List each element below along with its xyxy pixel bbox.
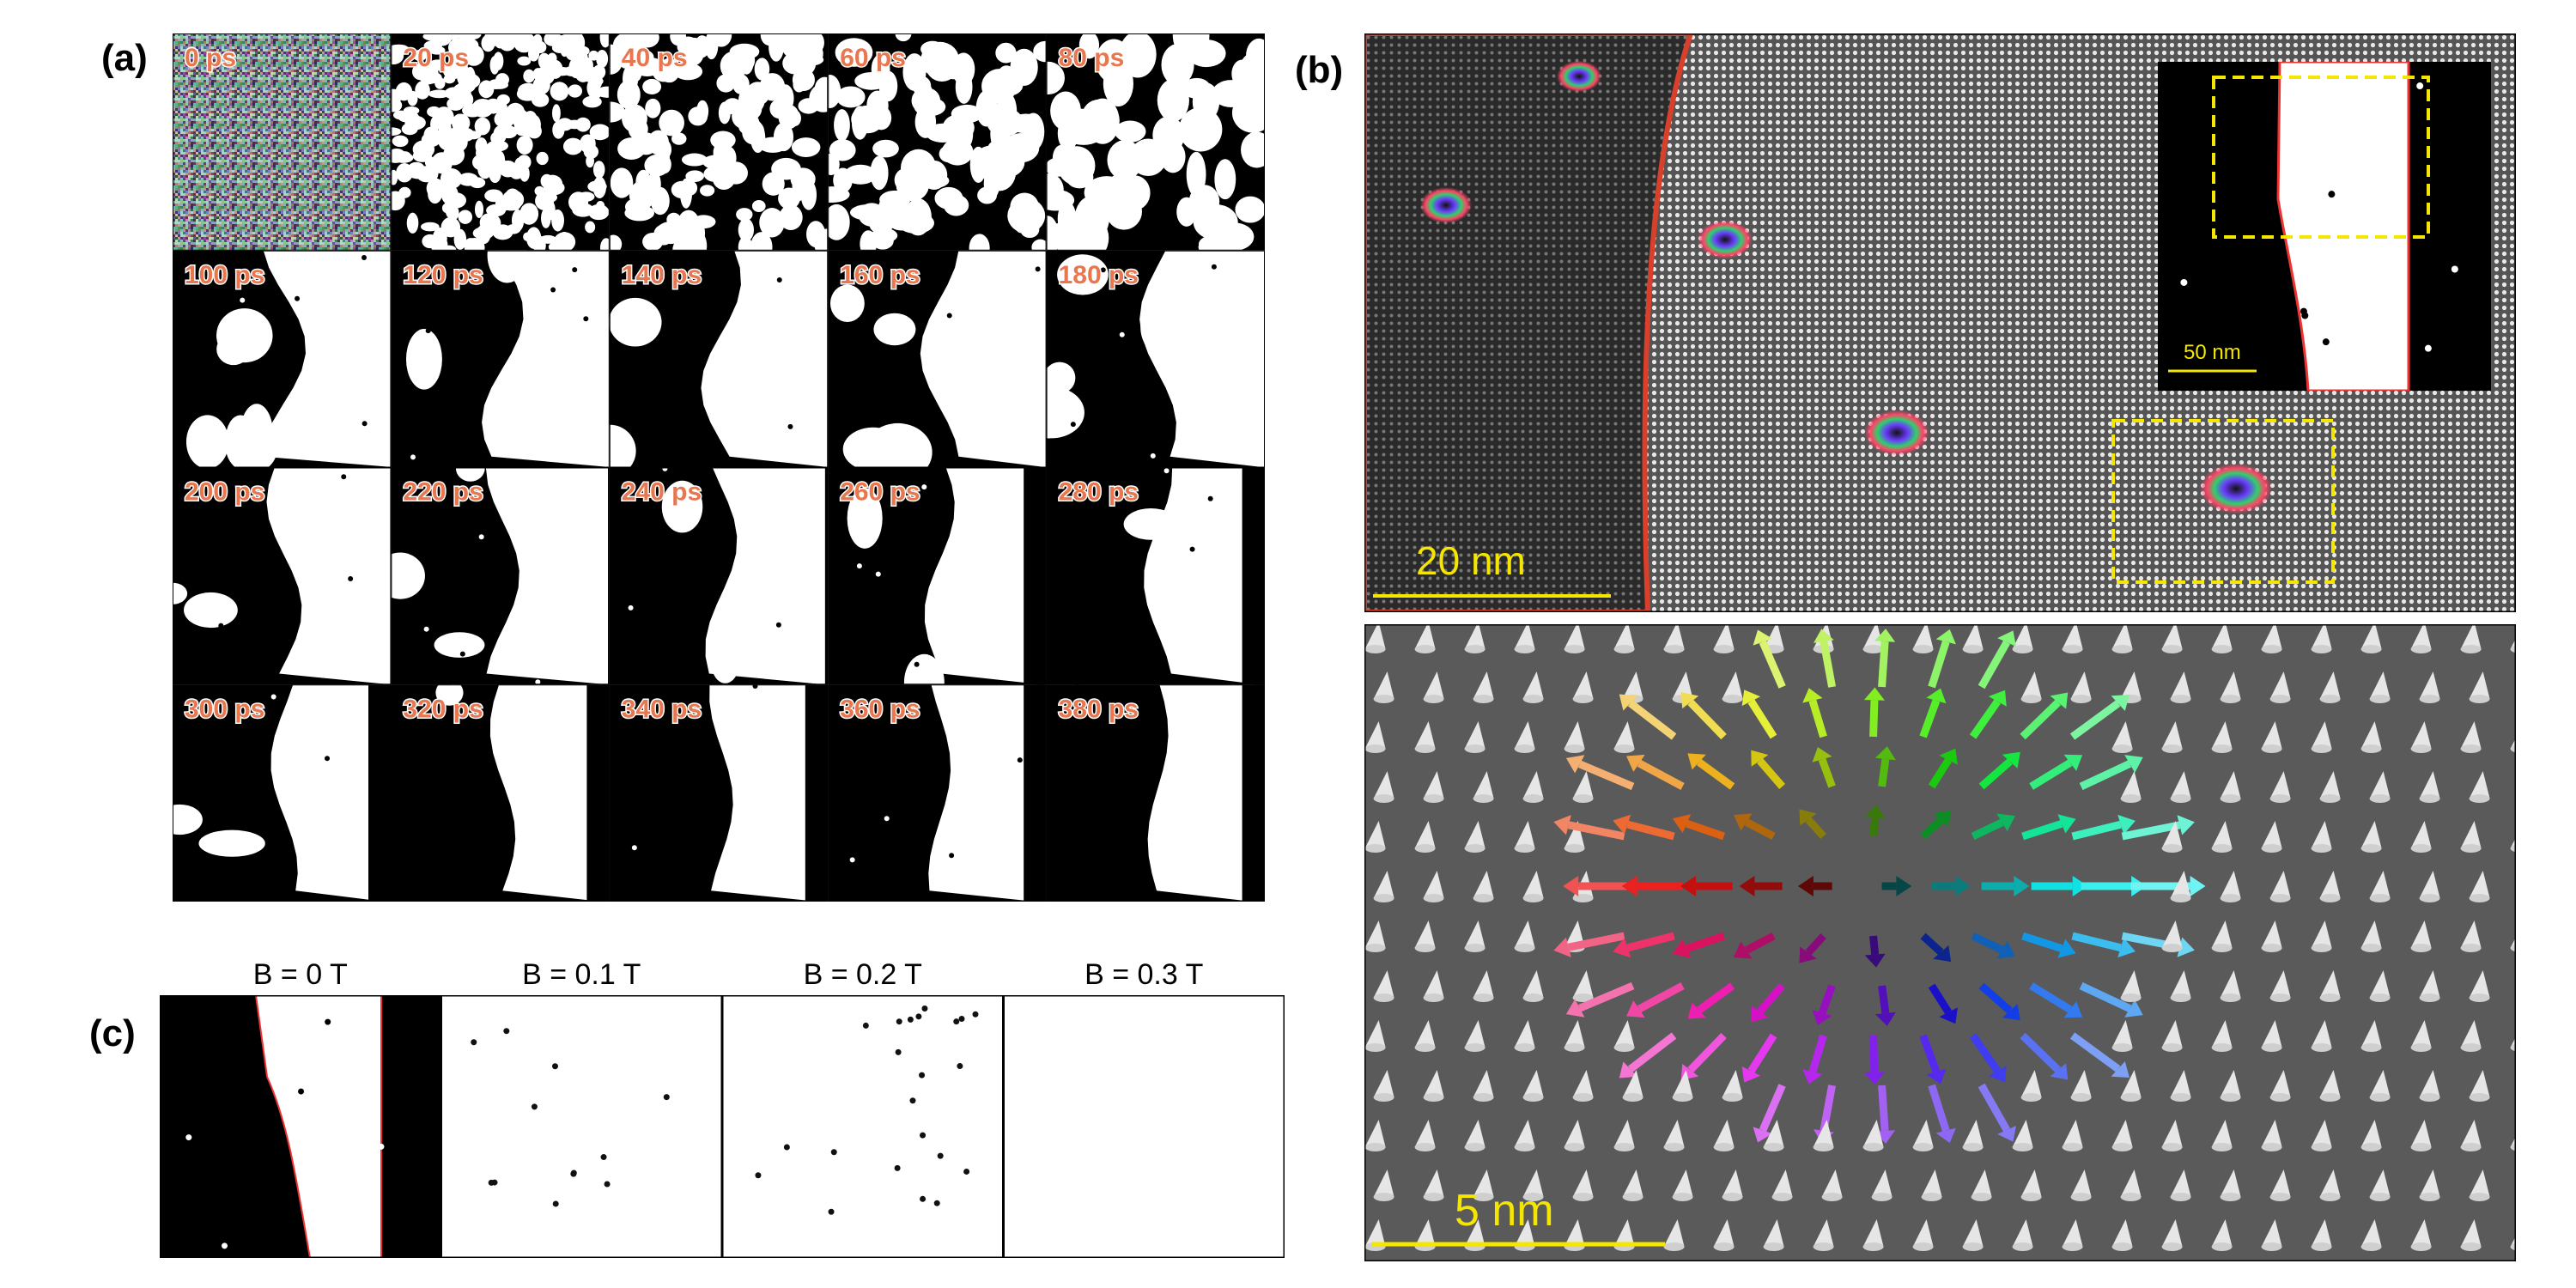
frame — [173, 467, 392, 685]
panel-label: (b) — [1295, 49, 1343, 91]
panel-label: (c) — [89, 1012, 136, 1054]
frame-label: 360 ps — [840, 695, 920, 723]
frame-label: 100 ps — [185, 261, 264, 289]
frame-label: 380 ps — [1059, 695, 1139, 723]
frame — [609, 250, 829, 468]
field-frame — [440, 995, 722, 1258]
frame-label: 180 ps — [1059, 261, 1139, 289]
frame — [391, 684, 610, 902]
frame — [1046, 684, 1265, 902]
skyrmion — [1864, 410, 1929, 456]
scale-bar-label: 50 nm — [2184, 341, 2241, 364]
frame-label: 200 ps — [185, 478, 264, 507]
frame — [1046, 467, 1265, 685]
lattice-view: 20 nm 50 nm — [1364, 33, 2516, 612]
frame-label: 20 ps — [403, 44, 469, 72]
scale-bar-label: 20 nm — [1416, 538, 1526, 583]
frame-label: 260 ps — [840, 478, 920, 507]
frame — [1046, 250, 1265, 468]
frame-label: 220 ps — [403, 478, 483, 507]
field-label: B = 0.2 T — [804, 958, 922, 991]
frame-label: 140 ps — [622, 261, 702, 289]
frame — [609, 684, 829, 902]
frame-label: 240 ps — [622, 478, 702, 507]
frame — [828, 33, 1047, 251]
frame — [173, 684, 392, 902]
frame-label: 40 ps — [622, 44, 688, 72]
scale-bar-label: 5 nm — [1455, 1186, 1554, 1236]
panel-label: (a) — [101, 37, 148, 79]
skyrmion — [1420, 187, 1472, 223]
frame — [391, 467, 610, 685]
frame-label: 340 ps — [622, 695, 702, 723]
zoom-box — [2111, 419, 2335, 584]
field-frame — [722, 995, 1004, 1258]
frame — [609, 33, 829, 251]
frame-label: 60 ps — [840, 44, 906, 72]
frame-label: 0 ps — [185, 44, 236, 72]
frame-label: 80 ps — [1059, 44, 1125, 72]
frame-label: 300 ps — [185, 695, 264, 723]
frame — [609, 467, 829, 685]
skyrmion — [1557, 60, 1601, 93]
frame-label: 320 ps — [403, 695, 483, 723]
frame — [828, 467, 1047, 685]
field-label: B = 0 T — [253, 958, 348, 991]
spin-view: 5 nm — [1364, 624, 2516, 1261]
frame — [1046, 33, 1265, 251]
field-frame — [160, 995, 441, 1258]
frame — [828, 684, 1047, 902]
frame — [173, 33, 392, 251]
inset: 50 nm — [2158, 62, 2491, 391]
skyrmion — [1698, 220, 1753, 259]
frame — [173, 250, 392, 468]
field-label: B = 0.3 T — [1084, 958, 1203, 991]
frame — [828, 250, 1047, 468]
field-label: B = 0.1 T — [522, 958, 641, 991]
frame-label: 120 ps — [403, 261, 483, 289]
frame-label: 280 ps — [1059, 478, 1139, 507]
field-frame — [1003, 995, 1285, 1258]
frame-label: 160 ps — [840, 261, 920, 289]
skyrmion — [2200, 463, 2272, 514]
frame — [391, 33, 610, 251]
frame — [391, 250, 610, 468]
